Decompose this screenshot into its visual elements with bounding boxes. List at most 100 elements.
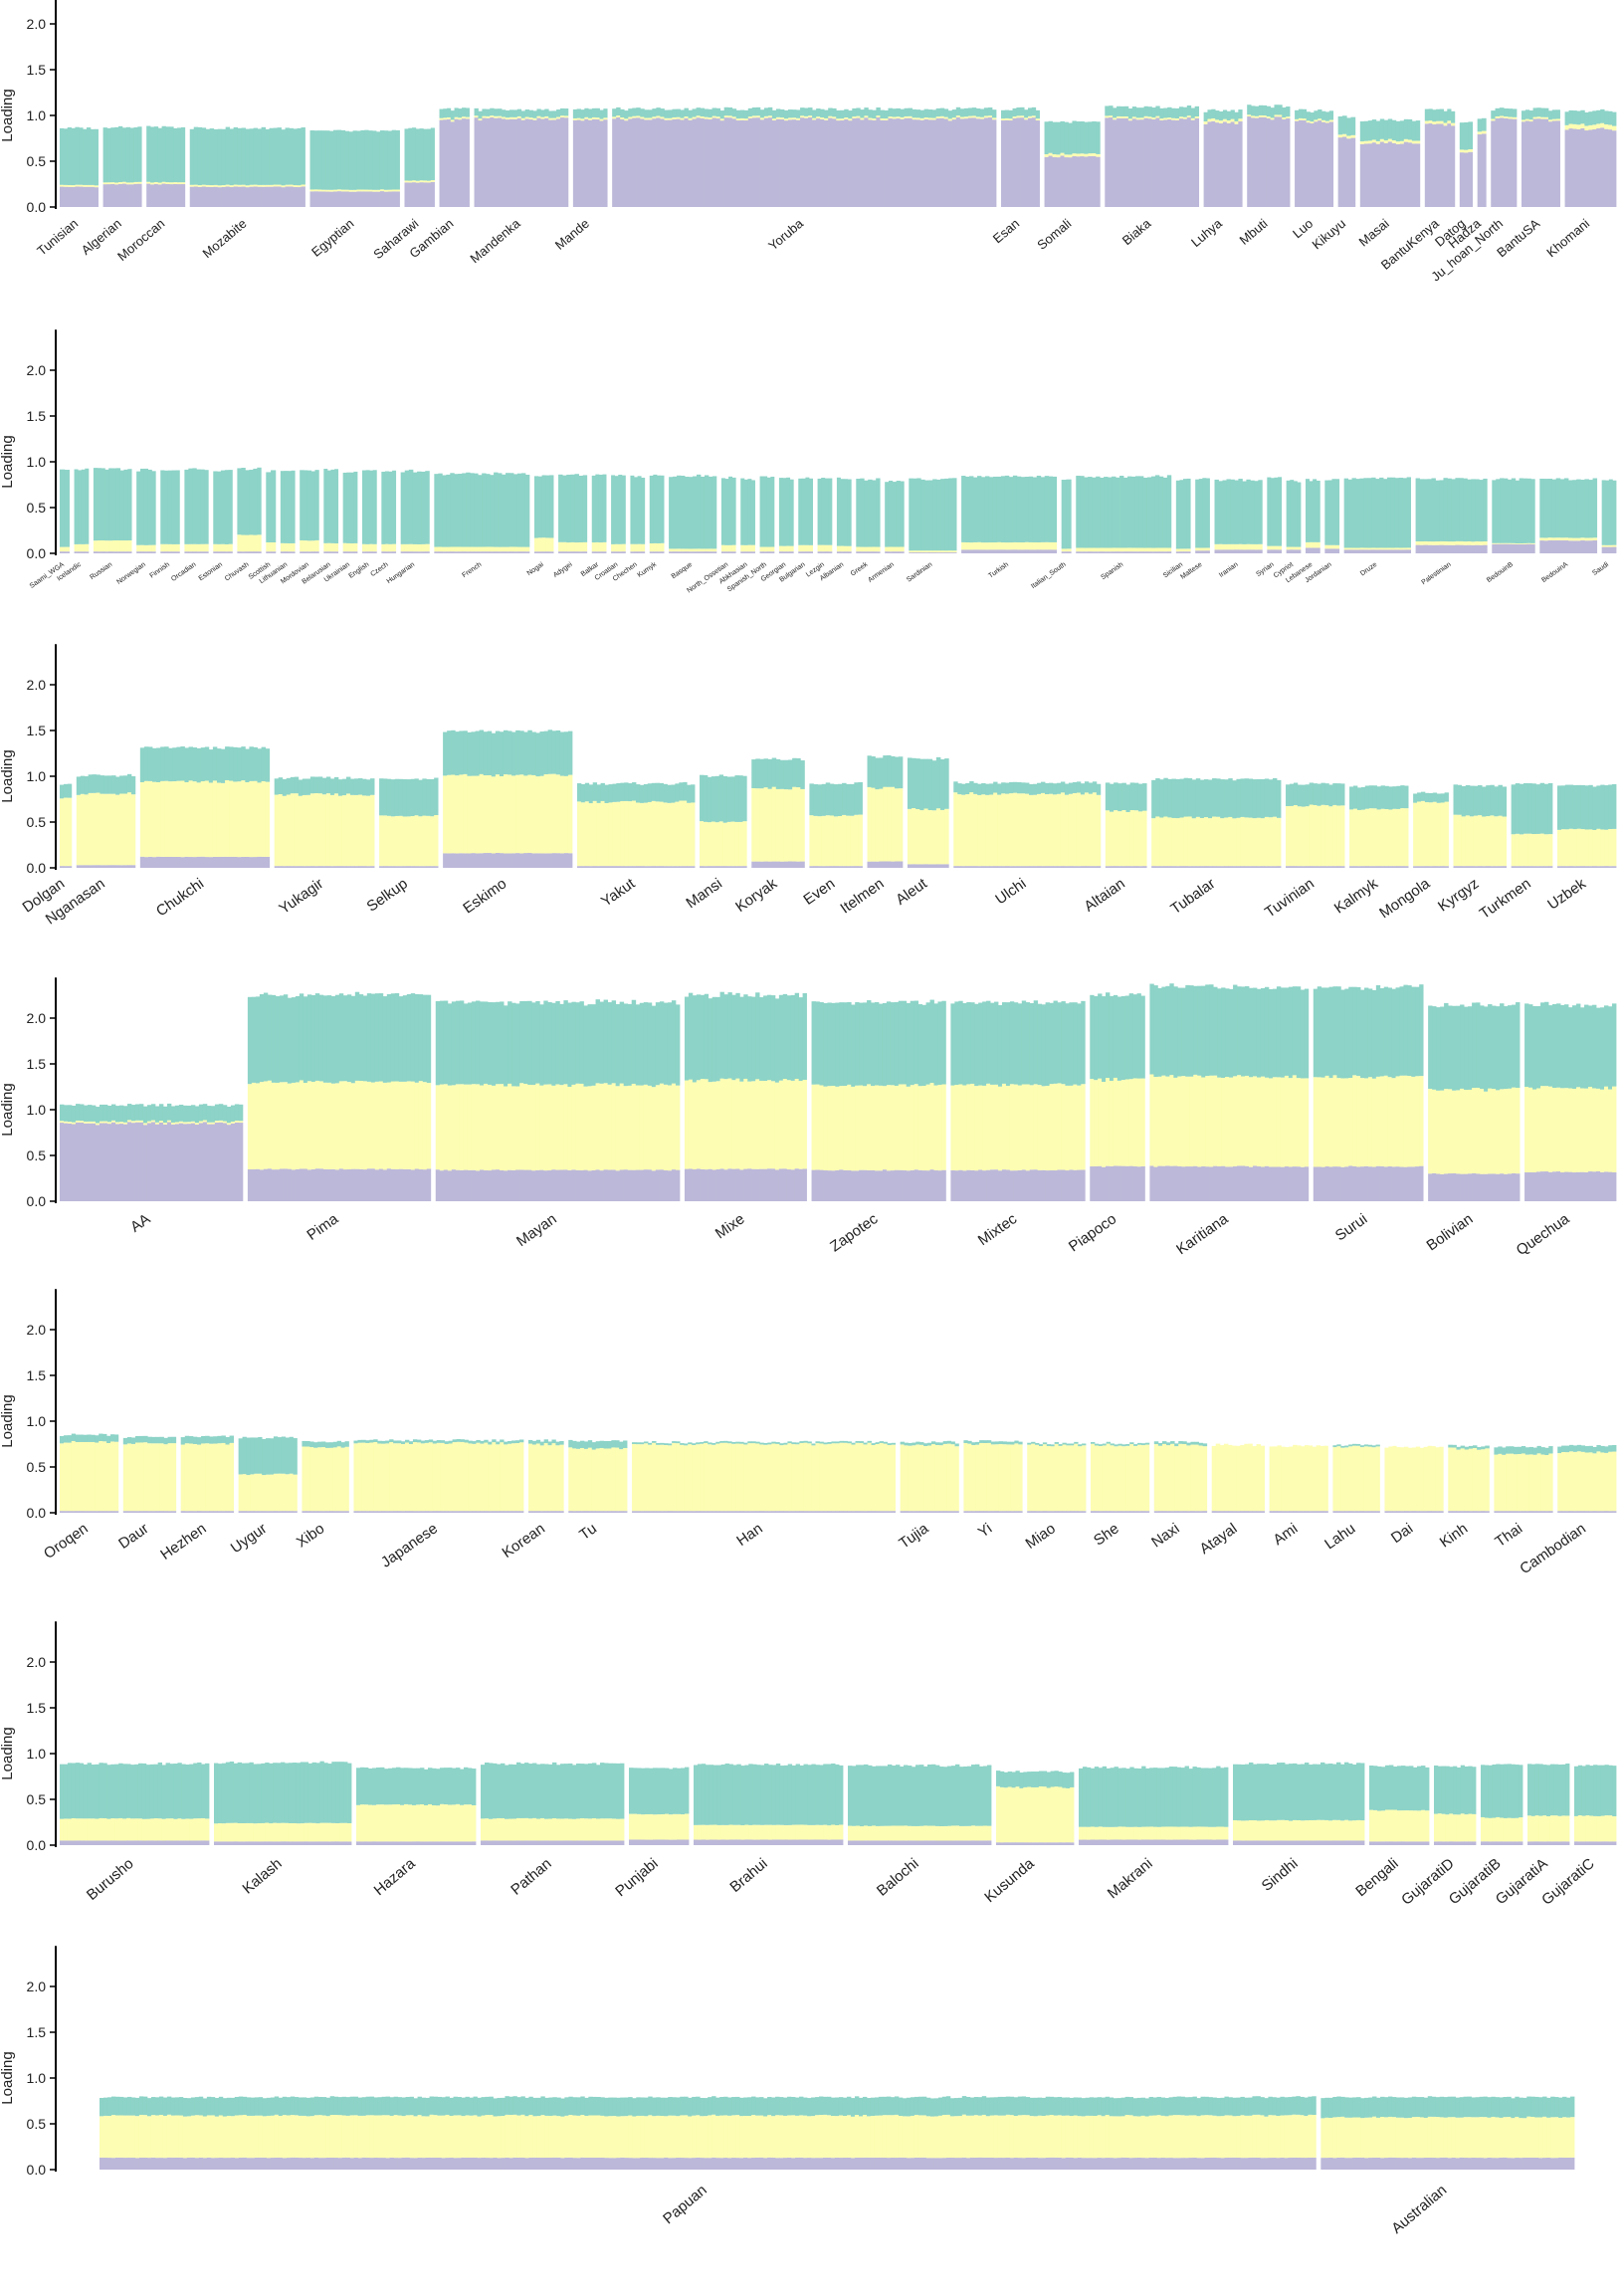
bar-yellow-segment [700,1079,706,1169]
bar-purple-segment [722,866,727,868]
bar-purple-segment [1379,141,1385,207]
bar-yellow-segment [1120,1080,1126,1166]
bar-purple-segment [366,1168,372,1201]
bar-teal-segment [1009,781,1014,794]
bar-purple-segment [1109,1165,1115,1201]
bar-purple-segment [192,1511,198,1513]
bar-teal-segment [212,746,218,781]
bar-yellow-segment [1344,1078,1349,1167]
bar-purple-segment [340,191,346,207]
bar-purple-segment [509,551,514,553]
bar-yellow-segment [715,116,721,119]
bar-teal-segment [616,783,621,802]
bar-purple-segment [630,551,635,553]
bar-purple-segment [1268,866,1274,868]
population-yukagir [274,776,375,868]
bar-teal-segment [1547,479,1552,538]
bar-yellow-segment [1403,1075,1408,1167]
bar-purple-segment [178,1123,184,1201]
bar-purple-segment [931,119,937,207]
bar-purple-segment [1511,866,1517,868]
bar-yellow-segment [150,182,155,185]
bar-yellow-segment [1432,121,1437,124]
bar-teal-segment [925,1002,930,1085]
bar-purple-segment [1096,156,1101,207]
bar-purple-segment [1205,1166,1210,1201]
bar-teal-segment [798,478,803,545]
bar-purple-segment [130,1511,136,1513]
bar-purple-segment [879,861,884,868]
bar-teal-segment [1532,1005,1537,1090]
bar-purple-segment [1324,548,1329,553]
bar-purple-segment [1508,118,1514,207]
population-chukchi [139,746,271,868]
bar-purple-segment [1436,123,1441,207]
bar-teal-segment [1592,110,1597,125]
population-iranian [1214,479,1263,553]
bar-teal-segment [997,783,1002,795]
population-label: Mozabite [200,216,250,261]
bar-yellow-segment [341,795,347,867]
bar-purple-segment [691,866,696,868]
bar-purple-segment [1121,866,1126,868]
bar-yellow-segment [1522,542,1527,544]
bar-yellow-segment [404,543,410,552]
bar-teal-segment [1117,783,1122,812]
bar-yellow-segment [321,189,326,192]
bar-teal-segment [715,107,721,117]
bar-yellow-segment [1592,830,1597,867]
bar-teal-segment [166,1103,172,1121]
bar-purple-segment [913,552,917,553]
bar-yellow-segment [1478,815,1483,867]
bar-teal-segment [1017,782,1022,794]
bar-teal-segment [285,1437,290,1475]
bar-yellow-segment [274,794,280,867]
bar-teal-segment [961,783,966,795]
bar-teal-segment [541,475,546,538]
bar-teal-segment [921,1004,926,1087]
bar-teal-segment [134,1104,140,1121]
bar-yellow-segment [902,1084,908,1170]
bar-teal-segment [112,468,117,541]
bar-purple-segment [652,118,657,207]
bar-purple-segment [408,182,413,207]
bar-purple-segment [1159,119,1164,207]
y-tick-label: 1.0 [27,454,47,470]
bar-yellow-segment [390,816,396,867]
bar-teal-segment [283,994,289,1083]
bar-yellow-segment [304,540,308,552]
bar-purple-segment [543,1170,548,1201]
bar-yellow-segment [369,1442,374,1512]
bar-purple-segment [1052,156,1057,207]
bar-teal-segment [816,108,821,117]
bar-yellow-segment [225,184,231,187]
bar-yellow-segment [1032,541,1038,550]
population-greek [856,478,881,553]
bar-teal-segment [1375,479,1380,548]
bar-yellow-segment [438,546,443,552]
bar-teal-segment [747,479,752,545]
bar-teal-segment [549,475,554,538]
bar-teal-segment [217,471,222,544]
bar-yellow-segment [1114,810,1118,867]
bar-teal-segment [305,1441,310,1447]
bar-yellow-segment [631,1083,637,1170]
bar-purple-segment [1286,549,1291,553]
bar-yellow-segment [1596,828,1601,867]
bar-yellow-segment [376,189,381,192]
bar-yellow-segment [502,116,507,119]
bar-yellow-segment [459,1084,465,1170]
bar-teal-segment [205,128,211,185]
bar-yellow-segment [1560,1088,1565,1173]
bar-yellow-segment [708,548,713,552]
bar-yellow-segment [75,1120,81,1123]
bar-purple-segment [1155,866,1160,868]
bar-purple-segment [1000,120,1006,207]
bar-teal-segment [933,1003,938,1086]
bar-teal-segment [1169,983,1174,1076]
bar-yellow-segment [1601,544,1606,547]
bar-purple-segment [1229,1166,1234,1201]
bar-yellow-segment [867,786,872,862]
bar-yellow-segment [1588,124,1593,130]
bar-teal-segment [940,479,945,551]
